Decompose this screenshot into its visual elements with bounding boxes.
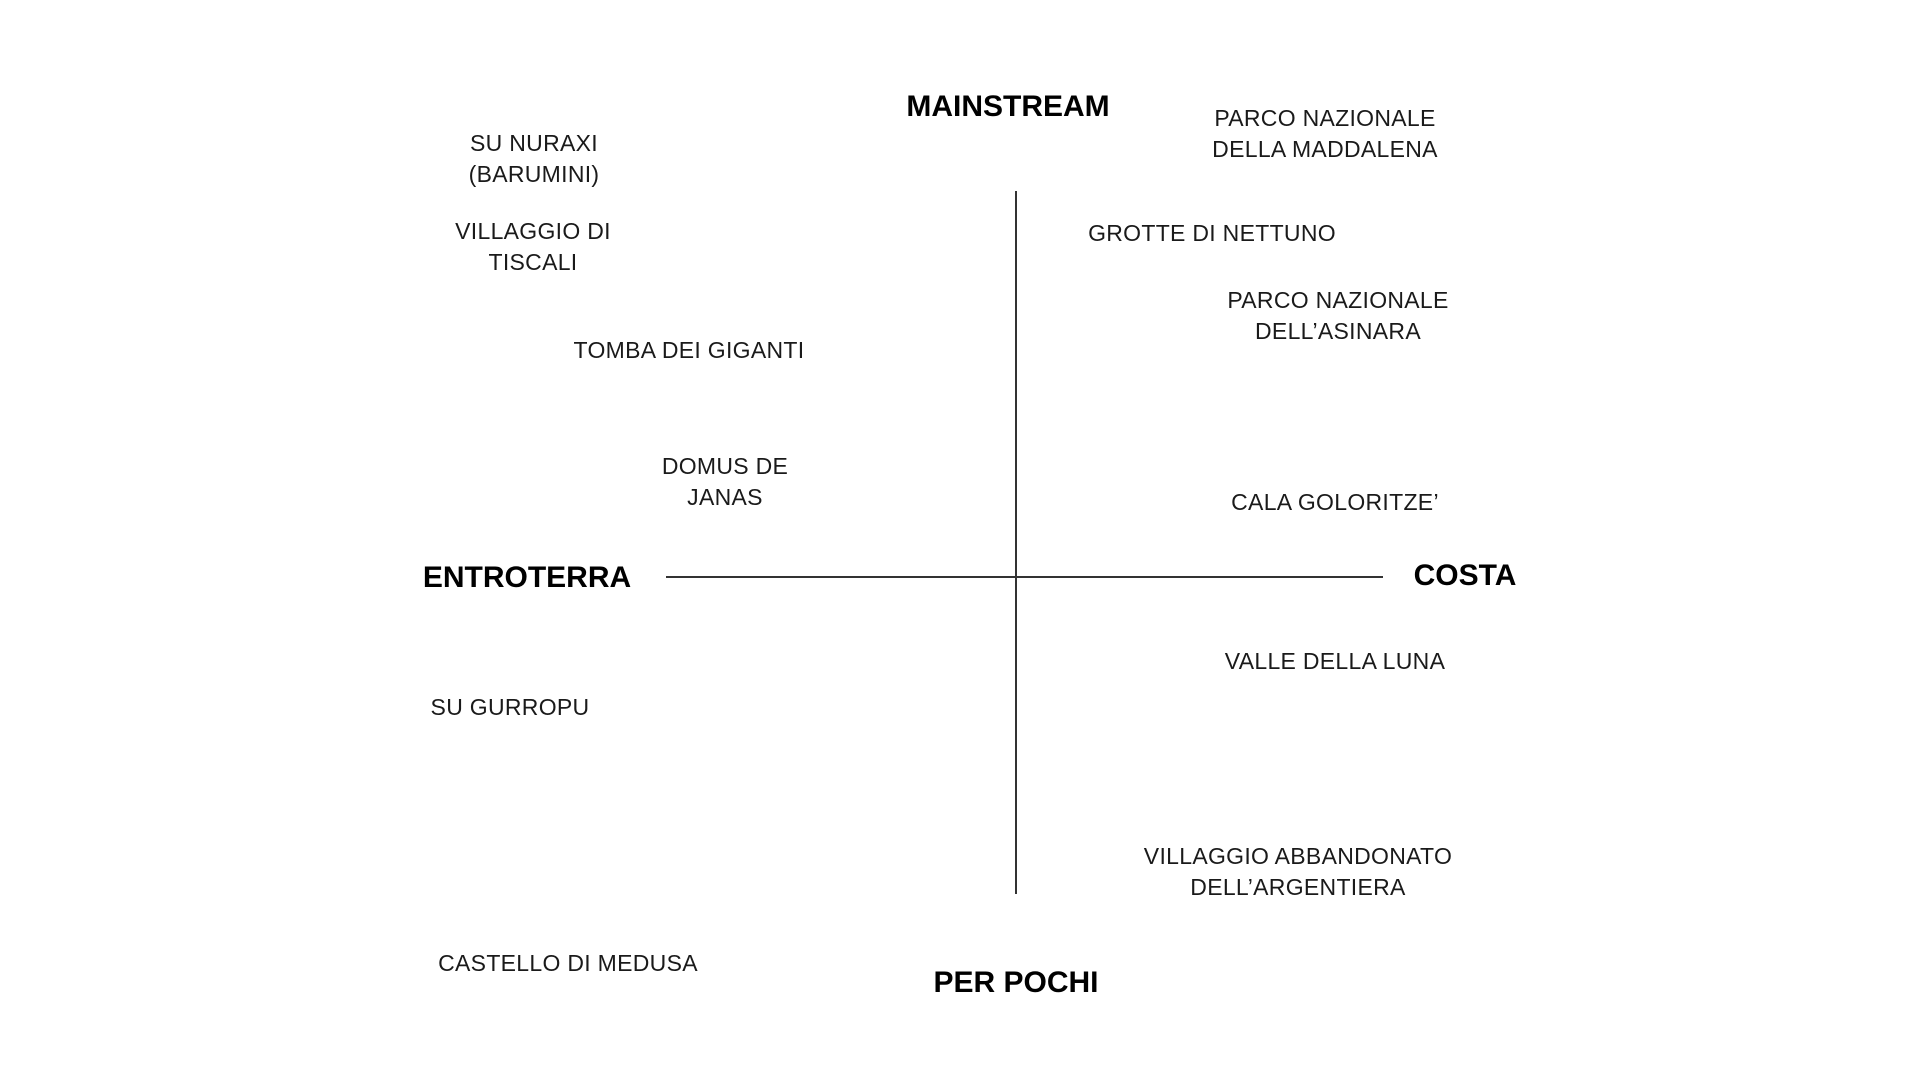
place-line: GROTTE DI NETTUNO <box>1088 220 1336 246</box>
place-line: CALA GOLORITZE’ <box>1231 489 1439 515</box>
place-line: DELL’ARGENTIERA <box>1190 874 1406 900</box>
place-tomba-giganti: TOMBA DEI GIGANTI <box>574 335 805 366</box>
place-line: VILLAGGIO DI <box>455 218 611 244</box>
place-valle-luna: VALLE DELLA LUNA <box>1225 646 1445 677</box>
place-line: SU NURAXI <box>470 130 598 156</box>
place-su-gurropu: SU GURROPU <box>431 692 590 723</box>
place-line: DELLA MADDALENA <box>1212 136 1438 162</box>
place-asinara: PARCO NAZIONALE DELL’ASINARA <box>1227 285 1448 347</box>
place-line: CASTELLO DI MEDUSA <box>438 950 698 976</box>
axis-label-top: MAINSTREAM <box>906 90 1110 123</box>
place-line: PARCO NAZIONALE <box>1227 287 1449 313</box>
place-line: JANAS <box>687 484 763 510</box>
axis-label-left: ENTROTERRA <box>422 561 632 594</box>
place-villaggio-tiscali: VILLAGGIO DI TISCALI <box>455 216 611 278</box>
place-line: VALLE DELLA LUNA <box>1224 648 1446 674</box>
place-castello-medusa: CASTELLO DI MEDUSA <box>438 948 698 979</box>
place-maddalena: PARCO NAZIONALE DELLA MADDALENA <box>1212 103 1438 165</box>
place-line: TOMBA DEI GIGANTI <box>573 337 805 363</box>
axis-label-right: COSTA <box>1413 559 1517 592</box>
place-line: VILLAGGIO ABBANDONATO <box>1143 843 1453 869</box>
place-line: SU GURROPU <box>430 694 590 720</box>
place-cala-goloritze: CALA GOLORITZE’ <box>1231 487 1439 518</box>
place-line: (BARUMINI) <box>468 161 600 187</box>
vertical-axis-line <box>1015 191 1017 894</box>
place-argentiera: VILLAGGIO ABBANDONATO DELL’ARGENTIERA <box>1144 841 1452 903</box>
place-line: PARCO NAZIONALE <box>1214 105 1436 131</box>
axis-label-bottom: PER POCHI <box>933 966 1099 999</box>
place-su-nuraxi: SU NURAXI (BARUMINI) <box>469 128 600 190</box>
place-line: DOMUS DE <box>661 453 789 479</box>
place-grotte-nettuno: GROTTE DI NETTUNO <box>1088 218 1336 249</box>
place-line: TISCALI <box>488 249 578 275</box>
horizontal-axis-line <box>666 576 1383 578</box>
place-line: DELL’ASINARA <box>1255 318 1421 344</box>
place-domus-de-janas: DOMUS DE JANAS <box>662 451 788 513</box>
